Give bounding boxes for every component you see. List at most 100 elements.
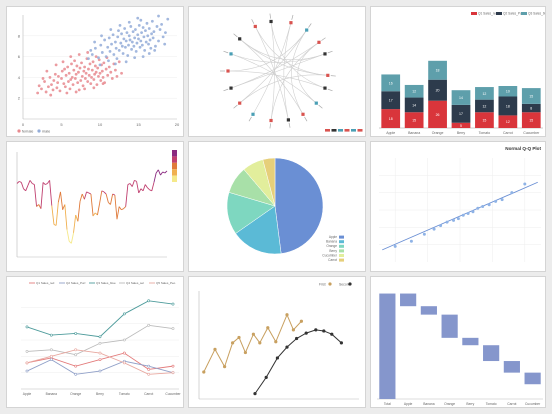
stacked-bar-segment [381, 74, 401, 92]
heat-line-segment [101, 190, 105, 193]
legend-label: male [42, 130, 50, 134]
heat-line-segment [33, 184, 38, 207]
scatter-point-male [147, 27, 151, 30]
scatter-point-female [83, 65, 86, 69]
series-point [314, 328, 318, 332]
bar-value-label: 10 [506, 90, 510, 94]
colorbar-segment [172, 169, 177, 176]
scatter-point-male [124, 60, 128, 64]
chord-link [230, 53, 326, 63]
waterfall-bar [400, 293, 417, 307]
scatter-point-male [133, 56, 137, 60]
multi-line-panel: Apple Banana Orange Berry Tomato Carrot Cucumb… [6, 276, 184, 408]
scatter-point-male [106, 45, 110, 49]
series-point [25, 361, 29, 365]
heat-line-segment [121, 208, 124, 211]
scatter-point-male [130, 47, 133, 51]
scatter-point-male [109, 28, 113, 31]
scatter-point-female [64, 73, 68, 77]
scatter-point-female [86, 51, 90, 54]
heat-line-segment [40, 182, 44, 209]
series-point [25, 350, 29, 353]
heat-line-segment [88, 192, 92, 195]
heat-line-segment [151, 182, 155, 191]
heat-line-segment [77, 201, 81, 222]
stacked-bar-segment [498, 86, 518, 97]
series-point [98, 335, 102, 339]
legend-label: Q3 Sales_blue [528, 12, 545, 16]
scatter-point-male [160, 22, 164, 26]
scatter-point-female [89, 82, 93, 86]
series-line [254, 329, 342, 394]
heat-line-segment [140, 188, 144, 192]
waterfall-bar [420, 306, 437, 315]
scatter-point-male [135, 41, 139, 45]
stacked-bar-panel: 18 17 16 Apple 15 14 12 Banana 26 20 18 Orange 5 17 14… [370, 6, 546, 137]
chord-node [269, 118, 273, 123]
scatter-point-male [115, 57, 119, 61]
chord-node [314, 101, 318, 105]
scatter-point-female [77, 88, 81, 92]
scatter-point-female [98, 71, 102, 75]
chord-label-stub [308, 23, 312, 28]
scatter-point-female [86, 80, 90, 83]
x-tick-label: 5 [60, 122, 63, 127]
two-line-panel: First Second [188, 276, 366, 408]
qq-point [456, 217, 460, 221]
heat-line-segment [90, 193, 94, 217]
chord-diagram [220, 13, 363, 132]
scatter-point-female [67, 80, 70, 83]
scatter-point-female [110, 77, 114, 80]
scatter-point-female [58, 89, 62, 93]
scatter-point-male [157, 39, 160, 43]
legend-swatch [331, 129, 337, 132]
chord-node [226, 69, 230, 73]
chord-label-stub [248, 116, 252, 122]
stacked-bar-segment [451, 104, 471, 123]
stacked-bar-segment [404, 112, 424, 128]
pie-slice [235, 205, 282, 255]
scatter-point-female [91, 60, 95, 64]
series-point [122, 312, 126, 316]
series-point [98, 358, 102, 362]
bar-value-label: 17 [389, 99, 393, 103]
heat-line-segment [147, 187, 150, 191]
heat-line-segment [131, 180, 135, 187]
series-point [74, 332, 78, 335]
heat-line-segment [142, 184, 146, 191]
scatter-point-male [114, 40, 117, 44]
series-point [258, 341, 262, 345]
chord-node [323, 52, 327, 56]
colorbar-segment [172, 156, 177, 163]
series-point [49, 333, 53, 337]
heat-line-segment [42, 182, 46, 185]
scatter-point-male [134, 28, 137, 31]
scatter-point-female [68, 87, 72, 91]
series-point [266, 326, 270, 330]
scatter-point-female [66, 65, 70, 69]
series-line [26, 300, 174, 338]
scatter-point-male [128, 38, 132, 42]
scatter-point-female [61, 60, 65, 64]
scatter-point-male [145, 21, 149, 25]
scatter-point-male [154, 44, 157, 48]
series-point [147, 368, 151, 371]
scatter-point-female [104, 67, 108, 71]
stacked-bar-segment [428, 79, 447, 101]
scatter-point-male [87, 57, 90, 61]
stacked-bar-segment [475, 99, 494, 113]
heat-line-segment [125, 184, 129, 207]
scatter-point-female [81, 84, 85, 88]
series-point [253, 392, 257, 396]
stacked-bar-segment [521, 103, 541, 113]
scatter-point-male [121, 52, 125, 55]
heat-line-segment [136, 181, 140, 194]
colorbar-segment [172, 150, 177, 157]
scatter-point-female [56, 81, 60, 84]
x-tick-label: Berry [466, 402, 474, 406]
scatter-point-male [125, 31, 129, 35]
scatter-point-female [80, 74, 84, 78]
scatter-point-female [93, 72, 97, 76]
legend-swatch [339, 249, 344, 253]
heat-line-segment [164, 170, 168, 174]
